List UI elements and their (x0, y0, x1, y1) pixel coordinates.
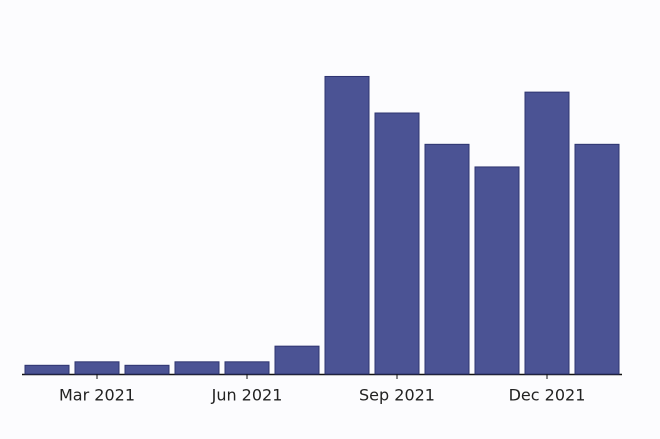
bar (174, 361, 220, 375)
x-tick-label: Dec 2021 (509, 386, 586, 405)
bar (474, 166, 520, 375)
x-tick-label: Mar 2021 (59, 386, 135, 405)
bar (274, 345, 320, 375)
bar (24, 364, 70, 375)
bar (574, 143, 620, 375)
bar (424, 143, 470, 375)
x-tick-label: Sep 2021 (359, 386, 435, 405)
bar (224, 361, 270, 375)
bar (74, 361, 120, 375)
x-tick-label: Jun 2021 (211, 386, 283, 405)
bar (324, 75, 370, 375)
bar (124, 364, 170, 375)
bar (524, 91, 570, 375)
bar (374, 112, 420, 375)
